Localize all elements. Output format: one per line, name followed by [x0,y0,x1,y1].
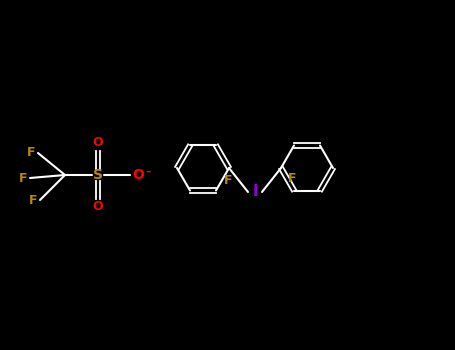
Text: I: I [252,184,258,200]
Text: F: F [19,172,27,184]
Text: –: – [145,167,151,177]
Text: O: O [93,136,103,149]
Text: O: O [93,201,103,214]
Text: O: O [132,168,144,182]
Text: F: F [288,172,296,185]
Text: S: S [93,168,103,182]
Text: F: F [27,147,35,160]
Text: F: F [224,174,232,187]
Text: F: F [29,194,37,206]
